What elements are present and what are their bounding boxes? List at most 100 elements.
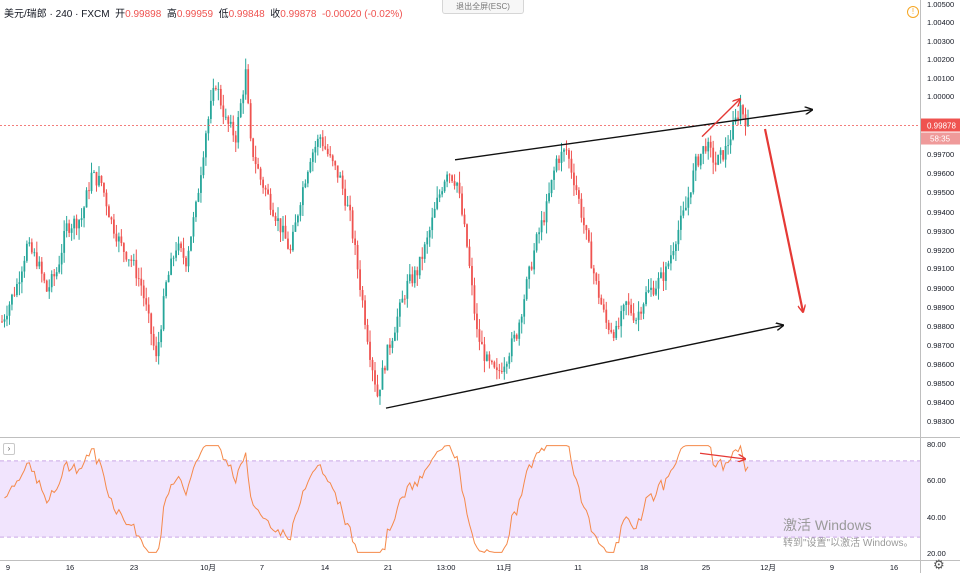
last-price-badge — [921, 118, 960, 132]
candle-body — [573, 172, 575, 186]
candle-body — [157, 342, 160, 357]
collapse-pane-icon[interactable]: › — [3, 443, 15, 455]
candle-body — [500, 371, 503, 373]
candle-body — [413, 270, 416, 284]
price-tick-label: 0.99700 — [927, 150, 954, 159]
price-tick-label: 0.99600 — [927, 169, 954, 178]
last-price-label: 0.99878 — [927, 122, 956, 131]
candle-body — [237, 117, 240, 143]
candle-body — [145, 298, 148, 305]
candle-body — [361, 289, 364, 301]
candle-body — [282, 225, 284, 233]
symbol-label: 美元/瑞郎 · 240 · FXCM — [4, 9, 110, 20]
candle-body — [458, 182, 461, 194]
candle-body — [242, 94, 245, 104]
candle-body — [267, 189, 269, 194]
candle-body — [351, 210, 354, 239]
candle-body — [463, 214, 466, 225]
candle-body — [428, 230, 431, 238]
candle-body — [520, 316, 523, 323]
candle-body — [684, 207, 687, 211]
time-tick-label: 11月 — [496, 563, 511, 572]
candle-body — [20, 271, 23, 283]
candle-body — [35, 252, 38, 267]
candle-body — [597, 280, 600, 298]
candle-body — [662, 272, 665, 281]
time-tick-label: 13:00 — [437, 563, 456, 572]
time-tick-label: 9 — [6, 563, 10, 572]
candle-body — [625, 301, 628, 305]
candle-body — [234, 135, 237, 143]
candle-body — [607, 322, 610, 330]
candle-body — [374, 370, 376, 385]
candle-body — [704, 146, 707, 152]
candle-body — [40, 261, 43, 274]
candle-body — [398, 302, 401, 317]
candle-body — [80, 218, 83, 221]
candle-body — [70, 228, 73, 233]
candle-body — [38, 261, 41, 267]
candle-body — [28, 242, 31, 244]
candle-body — [306, 172, 309, 184]
candle-body — [329, 154, 332, 156]
candle-body — [277, 218, 279, 221]
rsi-tick-label: 40.00 — [927, 513, 946, 522]
candle-body — [356, 244, 359, 270]
candle-body — [334, 161, 337, 166]
candle-body — [212, 87, 215, 101]
candle-body — [513, 334, 516, 339]
candle-body — [177, 243, 180, 251]
candle-body — [319, 137, 322, 139]
price-tick-label: 0.99200 — [927, 246, 954, 255]
low-label: 低 — [218, 9, 229, 20]
candle-body — [580, 198, 583, 218]
candle-body — [180, 243, 182, 249]
candle-body — [205, 133, 207, 158]
candle-body — [665, 266, 667, 281]
time-tick-label: 25 — [702, 563, 710, 572]
candle-body — [498, 370, 501, 372]
candle-body — [170, 258, 172, 275]
upper-trend-line — [454, 110, 812, 161]
candle-body — [287, 238, 289, 249]
candle-body — [558, 158, 560, 163]
candle-body — [304, 183, 307, 188]
candle-body — [528, 266, 531, 280]
candle-body — [674, 244, 677, 252]
candle-body — [187, 250, 190, 267]
candle-body — [672, 251, 675, 256]
candle-body — [587, 230, 590, 242]
candle-body — [90, 172, 93, 192]
candle-body — [272, 209, 274, 217]
candle-body — [707, 141, 710, 152]
settings-gear-icon[interactable]: ⚙ — [933, 557, 945, 572]
candle-body — [142, 285, 145, 299]
candle-body — [441, 191, 444, 195]
candle-body — [75, 218, 78, 229]
candle-body — [207, 118, 210, 134]
candle-body — [747, 118, 749, 127]
high-label: 高 — [166, 9, 177, 20]
candle-body — [620, 311, 623, 327]
candle-body — [262, 179, 264, 188]
candle-body — [578, 190, 580, 199]
price-divergence-arrow — [701, 99, 740, 138]
candle-body — [727, 145, 730, 147]
candle-body — [418, 256, 421, 276]
warning-icon[interactable]: ! — [907, 6, 919, 18]
time-tick-label: 12月 — [760, 563, 776, 572]
time-tick-label: 16 — [66, 563, 74, 572]
price-tick-label: 0.99400 — [927, 208, 954, 217]
candle-body — [311, 152, 314, 162]
candle-body — [515, 334, 518, 339]
candle-body — [371, 359, 374, 371]
candle-body — [702, 146, 705, 154]
exit-fullscreen-button[interactable]: 退出全屏(ESC) — [442, 0, 524, 14]
candle-body — [247, 69, 250, 104]
candle-body — [615, 325, 618, 338]
time-tick-label: 9 — [830, 563, 834, 572]
candle-body — [592, 268, 595, 274]
candle-body — [533, 250, 536, 270]
candle-body — [553, 170, 555, 180]
